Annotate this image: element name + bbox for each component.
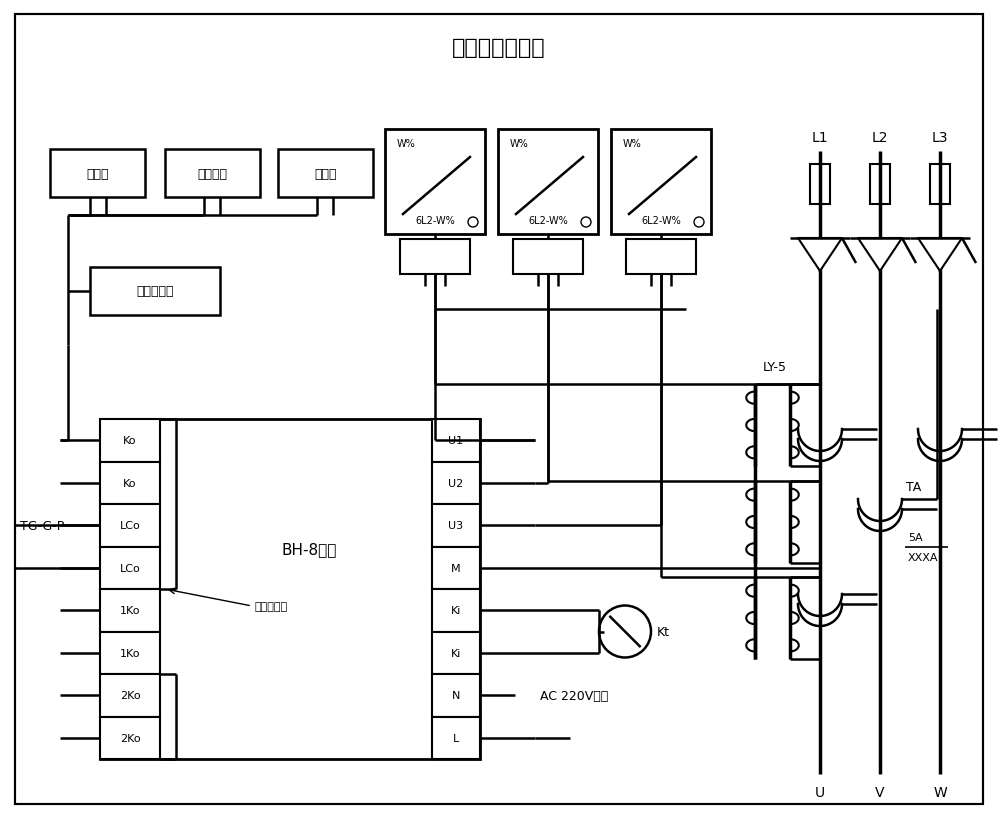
Text: TA: TA [906, 481, 921, 494]
Text: M: M [451, 563, 461, 573]
Bar [100, 505, 160, 547]
Bar [432, 590, 480, 631]
Polygon shape [918, 238, 962, 272]
Bar [870, 165, 890, 205]
Text: W%: W% [623, 139, 642, 149]
Bar [90, 268, 220, 315]
Text: 过电流灯: 过电流灯 [198, 167, 228, 180]
Bar [810, 165, 830, 205]
Bar [432, 631, 480, 674]
Bar [611, 130, 711, 235]
Bar [498, 130, 598, 235]
Text: L: L [453, 733, 459, 743]
Bar [400, 240, 470, 274]
Bar [432, 419, 480, 462]
Text: LCo: LCo [120, 563, 141, 573]
Bar [432, 674, 480, 717]
Bar [626, 240, 696, 274]
Bar [432, 547, 480, 590]
Text: 声光报警器: 声光报警器 [137, 285, 174, 298]
Text: Ki: Ki [451, 605, 461, 616]
Bar [432, 462, 480, 505]
Bar [100, 419, 160, 462]
Bar [100, 590, 160, 631]
Text: Ko: Ko [123, 478, 137, 488]
Text: W%: W% [510, 139, 529, 149]
Text: TG-G-P: TG-G-P [20, 519, 64, 532]
Text: U2: U2 [448, 478, 464, 488]
Text: 典型应用接线图: 典型应用接线图 [452, 38, 546, 58]
Text: U: U [815, 785, 825, 799]
Text: 电源灯: 电源灯 [314, 167, 336, 180]
Text: LY-5: LY-5 [763, 361, 787, 374]
Text: Ko: Ko [123, 436, 137, 446]
Bar [930, 165, 950, 205]
Text: Kt: Kt [657, 625, 670, 638]
Bar [50, 150, 145, 197]
Text: 6L2-W%: 6L2-W% [528, 215, 568, 226]
Text: AC 220V电源: AC 220V电源 [540, 689, 608, 702]
Polygon shape [858, 238, 902, 272]
Text: 1Ko: 1Ko [120, 605, 141, 616]
Polygon shape [798, 238, 842, 272]
Bar [100, 674, 160, 717]
Bar [278, 150, 373, 197]
Text: W%: W% [397, 139, 416, 149]
Bar [100, 462, 160, 505]
Text: L3: L3 [932, 131, 948, 145]
Text: U3: U3 [448, 521, 463, 531]
Text: 2Ko: 2Ko [120, 733, 141, 743]
Text: LCo: LCo [120, 521, 141, 531]
Text: V: V [875, 785, 885, 799]
Bar [100, 631, 160, 674]
Bar [100, 419, 480, 759]
Text: W: W [933, 785, 947, 799]
Text: 5A: 5A [908, 532, 922, 542]
Text: 6L2-W%: 6L2-W% [641, 215, 681, 226]
Bar [165, 150, 260, 197]
Text: U1: U1 [448, 436, 463, 446]
Text: L2: L2 [871, 131, 888, 145]
Bar [100, 547, 160, 590]
Bar [385, 130, 485, 235]
Text: Ki: Ki [451, 648, 461, 658]
Text: L1: L1 [811, 131, 828, 145]
Text: 内部短接线: 内部短接线 [255, 601, 288, 611]
Text: 过热灯: 过热灯 [86, 167, 109, 180]
Bar [432, 505, 480, 547]
Bar [432, 717, 480, 759]
Text: 2Ko: 2Ko [120, 690, 141, 700]
Text: 1Ko: 1Ko [120, 648, 141, 658]
Text: XXXA: XXXA [908, 552, 938, 563]
Bar [100, 717, 160, 759]
Text: N: N [452, 690, 460, 700]
Bar [513, 240, 583, 274]
Text: BH-8背面: BH-8背面 [281, 541, 336, 556]
Text: 6L2-W%: 6L2-W% [415, 215, 455, 226]
